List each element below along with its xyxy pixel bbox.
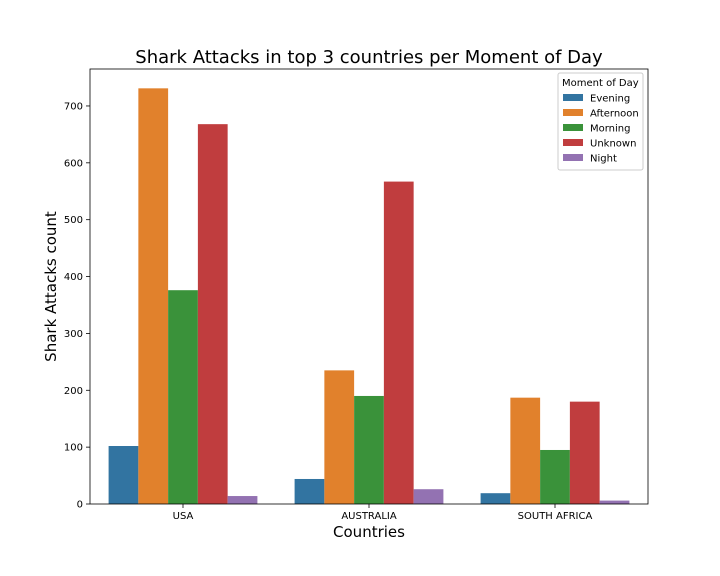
x-tick-label: SOUTH AFRICA	[518, 511, 593, 522]
legend-title: Moment of Day	[562, 78, 639, 89]
y-tick-label: 700	[64, 101, 83, 112]
bar-night-usa	[227, 496, 258, 504]
bar-morning-south-africa	[540, 449, 570, 504]
legend-swatch-afternoon	[563, 109, 583, 116]
bar-unknown-australia	[383, 181, 414, 504]
y-tick-label: 100	[64, 443, 83, 454]
bar-afternoon-south-africa	[510, 397, 541, 504]
legend-label-evening: Evening	[590, 94, 630, 105]
y-tick-label: 300	[64, 329, 83, 340]
x-axis-label: Countries	[333, 523, 405, 541]
y-tick-label: 400	[64, 272, 83, 283]
legend-swatch-night	[563, 154, 583, 161]
legend-label-morning: Morning	[590, 124, 630, 135]
x-tick-label: AUSTRALIA	[341, 511, 397, 522]
y-tick-label: 0	[77, 500, 83, 511]
bar-unknown-usa	[197, 124, 228, 504]
bars	[108, 88, 630, 504]
bar-evening-australia	[294, 478, 325, 504]
bar-night-south-africa	[599, 500, 630, 504]
bar-evening-usa	[108, 446, 139, 504]
bar-unknown-south-africa	[569, 401, 600, 504]
y-axis-label: Shark Attacks count	[42, 211, 60, 362]
legend-swatch-unknown	[563, 139, 583, 146]
chart-title: Shark Attacks in top 3 countries per Mom…	[135, 47, 603, 68]
legend-swatch-morning	[563, 124, 583, 131]
bar-afternoon-australia	[324, 370, 355, 504]
bar-evening-south-africa	[480, 493, 511, 504]
bar-afternoon-usa	[138, 88, 169, 504]
bar-morning-usa	[168, 290, 198, 504]
bar-morning-australia	[354, 395, 384, 504]
bar-night-australia	[413, 489, 444, 504]
legend-label-afternoon: Afternoon	[590, 109, 639, 120]
legend-label-night: Night	[590, 154, 617, 165]
y-tick-label: 600	[64, 158, 83, 169]
legend: Moment of Day Evening Afternoon Morning Unk…	[557, 72, 644, 171]
axes: 0 100 200 300 400 500 600 700 USA AUSTRALIA SOUTH …	[64, 68, 649, 522]
legend-label-unknown: Unknown	[590, 139, 636, 150]
legend-swatch-evening	[563, 94, 583, 101]
y-tick-label: 200	[64, 386, 83, 397]
x-tick-label: USA	[173, 511, 194, 522]
y-tick-label: 500	[64, 215, 83, 226]
